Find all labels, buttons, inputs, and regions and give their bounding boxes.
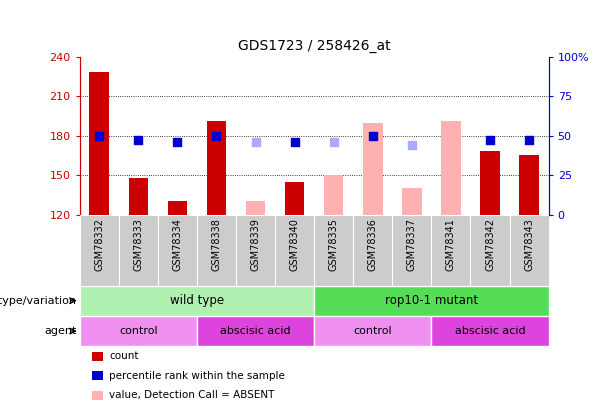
Bar xyxy=(119,215,158,286)
Text: GSM78341: GSM78341 xyxy=(446,218,456,271)
Bar xyxy=(441,121,461,215)
Bar xyxy=(392,215,432,286)
Bar xyxy=(432,215,471,286)
Bar xyxy=(432,316,549,346)
Bar xyxy=(402,188,422,215)
Text: GSM78338: GSM78338 xyxy=(211,218,221,271)
Text: GSM78335: GSM78335 xyxy=(329,218,339,271)
Text: GSM78332: GSM78332 xyxy=(94,218,104,271)
Bar xyxy=(285,182,305,215)
Text: GSM78334: GSM78334 xyxy=(172,218,183,271)
Text: GSM78340: GSM78340 xyxy=(289,218,300,271)
Bar xyxy=(158,215,197,286)
Text: GSM78343: GSM78343 xyxy=(524,218,534,271)
Bar xyxy=(80,215,119,286)
Text: rop10-1 mutant: rop10-1 mutant xyxy=(385,294,478,307)
Point xyxy=(407,142,417,148)
Point xyxy=(251,139,261,145)
Point xyxy=(368,132,378,139)
Text: agent: agent xyxy=(44,326,77,336)
Bar xyxy=(246,202,265,215)
Text: control: control xyxy=(354,326,392,336)
Bar xyxy=(80,316,197,346)
Point xyxy=(290,139,300,145)
Bar xyxy=(314,215,353,286)
Text: count: count xyxy=(109,352,139,361)
Text: abscisic acid: abscisic acid xyxy=(220,326,291,336)
Bar xyxy=(314,316,432,346)
Text: value, Detection Call = ABSENT: value, Detection Call = ABSENT xyxy=(109,390,275,400)
Bar xyxy=(480,151,500,215)
Text: GSM78342: GSM78342 xyxy=(485,218,495,271)
Point xyxy=(485,137,495,144)
Point xyxy=(329,139,338,145)
Point xyxy=(211,132,221,139)
Bar xyxy=(275,215,314,286)
Text: abscisic acid: abscisic acid xyxy=(455,326,525,336)
Title: GDS1723 / 258426_at: GDS1723 / 258426_at xyxy=(238,39,390,53)
Bar xyxy=(471,215,509,286)
Bar xyxy=(80,286,314,316)
Text: percentile rank within the sample: percentile rank within the sample xyxy=(109,371,285,381)
Point xyxy=(524,137,534,144)
Bar xyxy=(236,215,275,286)
Bar xyxy=(197,215,236,286)
Bar xyxy=(197,316,314,346)
Bar xyxy=(89,72,109,215)
Text: control: control xyxy=(119,326,158,336)
Text: GSM78333: GSM78333 xyxy=(133,218,143,271)
Text: wild type: wild type xyxy=(170,294,224,307)
Text: genotype/variation: genotype/variation xyxy=(0,296,77,306)
Bar xyxy=(314,286,549,316)
Text: GSM78336: GSM78336 xyxy=(368,218,378,271)
Bar xyxy=(129,178,148,215)
Bar xyxy=(207,121,226,215)
Bar xyxy=(363,122,383,215)
Point xyxy=(172,139,182,145)
Bar xyxy=(353,215,392,286)
Point xyxy=(94,132,104,139)
Point xyxy=(134,137,143,144)
Bar xyxy=(509,215,549,286)
Bar xyxy=(324,175,343,215)
Bar xyxy=(519,156,539,215)
Text: GSM78337: GSM78337 xyxy=(407,218,417,271)
Bar xyxy=(167,202,187,215)
Text: GSM78339: GSM78339 xyxy=(251,218,261,271)
